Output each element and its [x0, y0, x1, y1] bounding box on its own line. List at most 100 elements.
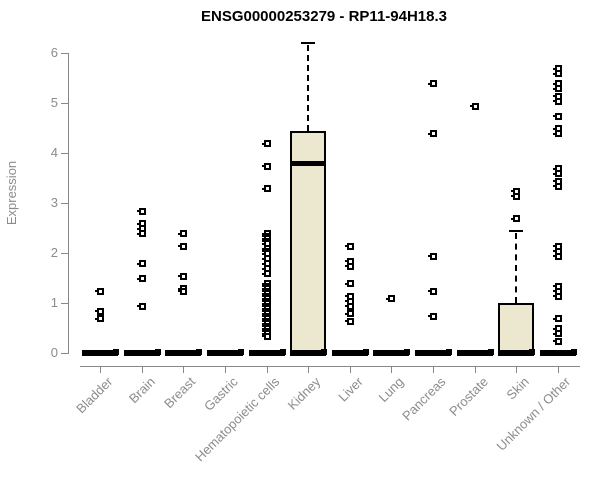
baseline-median-bar[interactable] [415, 350, 451, 356]
data-point[interactable] [511, 215, 520, 222]
data-point[interactable] [553, 130, 562, 137]
data-point[interactable] [262, 162, 271, 170]
data-point[interactable] [345, 317, 354, 325]
whisker-cap [509, 229, 523, 232]
box-median-line [290, 161, 326, 166]
y-axis-tick-label: 4 [50, 145, 58, 160]
x-axis-category-label: Bladder [73, 374, 116, 417]
x-axis-category-label: Pancreas [399, 374, 449, 424]
baseline-median-bar[interactable] [82, 350, 118, 356]
data-point[interactable] [178, 242, 187, 250]
baseline-nub [488, 349, 494, 355]
x-axis-category-label: Skin [503, 374, 532, 403]
y-axis-line [68, 53, 69, 354]
data-point[interactable] [553, 292, 562, 300]
data-point[interactable] [553, 170, 562, 177]
box-iqr[interactable] [290, 130, 326, 356]
y-axis-tick-label: 1 [50, 295, 58, 310]
data-point[interactable] [95, 307, 104, 315]
baseline-nub [404, 349, 410, 355]
data-point[interactable] [137, 302, 146, 310]
baseline-median-bar[interactable] [373, 350, 409, 356]
whisker-line [515, 232, 517, 303]
x-axis-category-label: Liver [335, 374, 366, 405]
data-point[interactable] [137, 207, 146, 215]
data-point[interactable] [345, 242, 354, 250]
data-point[interactable] [553, 70, 562, 77]
data-point[interactable] [95, 287, 104, 295]
x-axis-category-label: Gastric [200, 374, 241, 414]
y-axis-tick [61, 353, 68, 354]
baseline-median-bar[interactable] [332, 350, 368, 356]
y-axis-tick [61, 53, 68, 54]
y-axis-tick-label: 2 [50, 245, 58, 260]
data-point[interactable] [470, 102, 479, 110]
y-axis-tick-label: 6 [50, 45, 58, 60]
x-axis-tick [433, 367, 434, 373]
data-point[interactable] [428, 252, 437, 260]
x-axis-tick [267, 367, 268, 373]
x-axis-tick [350, 367, 351, 373]
data-point[interactable] [428, 80, 437, 87]
data-point[interactable] [262, 270, 271, 277]
data-point[interactable] [345, 310, 354, 317]
data-point[interactable] [428, 130, 437, 137]
x-axis-category-label: Unknown / Other [494, 374, 574, 454]
baseline-nub [238, 349, 244, 355]
data-point[interactable] [428, 287, 437, 295]
data-point[interactable] [553, 112, 562, 120]
x-axis-category-label: Lung [375, 374, 407, 406]
data-point[interactable] [137, 260, 146, 267]
y-axis-tick [61, 203, 68, 204]
y-axis-label: Expression [4, 160, 19, 226]
data-point[interactable] [262, 332, 271, 340]
x-axis-tick [142, 367, 143, 373]
data-point[interactable] [178, 287, 187, 295]
baseline-median-bar[interactable] [165, 350, 201, 356]
y-axis-tick-label: 0 [50, 345, 58, 360]
data-point[interactable] [553, 337, 562, 345]
y-axis-tick [61, 303, 68, 304]
x-axis-tick [308, 367, 309, 373]
data-point[interactable] [137, 230, 146, 237]
chart-title: ENSG00000253279 - RP11-94H18.3 [200, 8, 447, 25]
data-point[interactable] [345, 280, 354, 287]
x-axis-tick [475, 367, 476, 373]
data-point[interactable] [137, 275, 146, 282]
data-point[interactable] [428, 312, 437, 320]
data-point[interactable] [178, 230, 187, 237]
x-axis-category-label: Prostate [445, 374, 491, 419]
data-point[interactable] [553, 97, 562, 105]
data-point[interactable] [95, 315, 104, 322]
baseline-median-bar[interactable] [290, 350, 326, 356]
data-point[interactable] [178, 272, 187, 280]
whisker-line [307, 45, 309, 131]
baseline-median-bar[interactable] [207, 350, 243, 356]
data-point[interactable] [553, 330, 562, 337]
y-axis-tick-label: 3 [50, 195, 58, 210]
baseline-nub [446, 349, 452, 355]
data-point[interactable] [345, 262, 354, 270]
baseline-median-bar[interactable] [249, 350, 285, 356]
y-axis-tick [61, 253, 68, 254]
baseline-median-bar[interactable] [124, 350, 160, 356]
x-axis-tick [225, 367, 226, 373]
data-point[interactable] [262, 140, 271, 147]
data-point[interactable] [345, 302, 354, 310]
baseline-nub [571, 349, 577, 355]
data-point[interactable] [262, 185, 271, 192]
y-axis-tick-label: 5 [50, 95, 58, 110]
baseline-median-bar[interactable] [457, 350, 493, 356]
data-point[interactable] [386, 295, 395, 302]
data-point[interactable] [553, 85, 562, 92]
baseline-median-bar[interactable] [498, 350, 534, 356]
x-axis-category-label: Kidney [284, 374, 324, 413]
data-point[interactable] [553, 252, 562, 260]
baseline-nub [363, 349, 369, 355]
data-point[interactable] [553, 315, 562, 322]
data-point[interactable] [511, 192, 520, 200]
data-point[interactable] [553, 182, 562, 190]
baseline-median-bar[interactable] [540, 350, 576, 356]
y-axis-tick [61, 103, 68, 104]
